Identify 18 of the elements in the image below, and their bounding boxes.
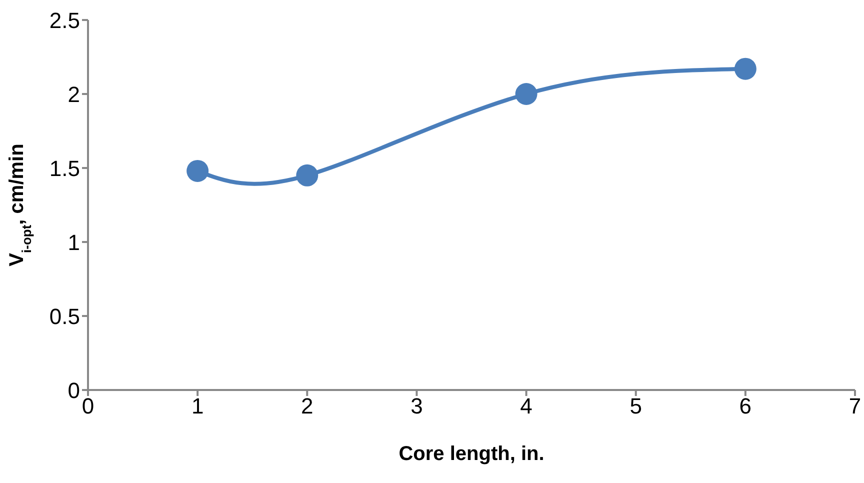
y-tick-label: 0 bbox=[68, 378, 80, 403]
point bbox=[734, 58, 756, 80]
x-tick-label: 7 bbox=[848, 394, 862, 419]
y-tick-label: 1 bbox=[68, 230, 80, 255]
x-tick-label: 4 bbox=[520, 394, 532, 419]
y-tick-label: 1.5 bbox=[49, 156, 80, 181]
point bbox=[296, 164, 318, 186]
x-tick-label: 6 bbox=[739, 394, 752, 419]
y-tick-label: 2.5 bbox=[49, 8, 80, 33]
point bbox=[515, 83, 538, 105]
x-tick-label: 3 bbox=[410, 394, 423, 419]
y-tick-label: 2 bbox=[68, 82, 80, 107]
y-tick-label: 0.5 bbox=[49, 304, 80, 329]
point bbox=[186, 160, 209, 182]
x-axis-title: Core length, in. bbox=[398, 443, 544, 465]
x-tick-label: 5 bbox=[630, 394, 642, 419]
x-tick-label: 2 bbox=[301, 394, 314, 419]
x-tick-label: 1 bbox=[191, 394, 204, 419]
